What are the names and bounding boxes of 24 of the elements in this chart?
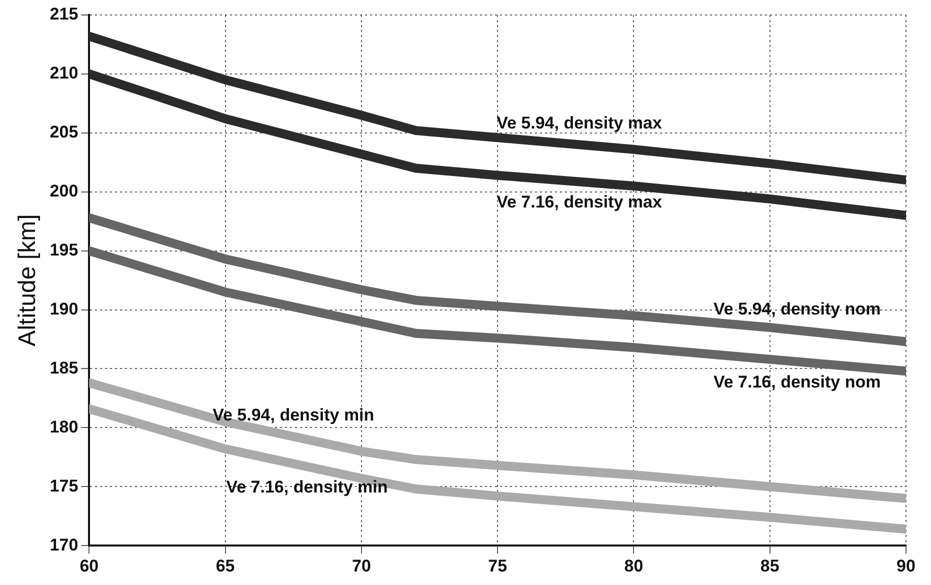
y-tick-label: 210 <box>50 64 78 83</box>
y-tick-label: 185 <box>50 358 78 378</box>
series-label: Ve 7.16, density nom <box>713 372 881 392</box>
y-tick-label: 170 <box>50 535 78 554</box>
y-tick-label: 190 <box>50 299 78 318</box>
x-tick-label: 75 <box>488 556 508 576</box>
series-label: Ve 5.94, density min <box>212 406 374 425</box>
series-label: Ve 7.16, density min <box>226 478 388 497</box>
x-tick-label: 80 <box>624 556 644 576</box>
series-label: Ve 5.94, density nom <box>713 299 881 318</box>
x-tick-label: 85 <box>760 556 780 576</box>
y-tick-label: 180 <box>50 417 78 436</box>
x-tick-label: 90 <box>896 556 916 576</box>
series-label: Ve 7.16, density max <box>496 192 662 212</box>
y-axis-title: Altitude [km] <box>14 214 42 346</box>
y-tick-label: 195 <box>50 240 78 260</box>
y-tick-label: 200 <box>50 182 78 201</box>
x-tick-label: 60 <box>80 556 99 576</box>
series-label: Ve 5.94, density max <box>496 114 662 133</box>
x-tick-label: 70 <box>352 556 371 576</box>
y-tick-label: 215 <box>50 4 78 24</box>
y-tick-label: 175 <box>50 476 78 496</box>
x-tick-label: 65 <box>216 556 235 576</box>
y-tick-label: 205 <box>50 122 78 142</box>
